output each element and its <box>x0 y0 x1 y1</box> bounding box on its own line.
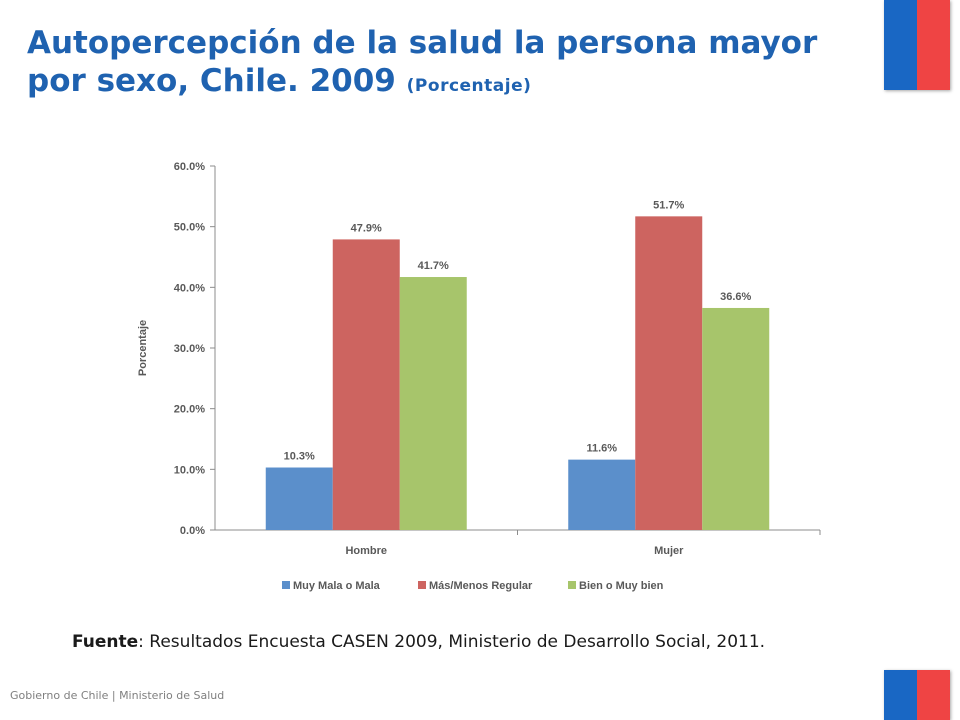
flag-red-stripe <box>917 0 950 90</box>
y-tick-label: 30.0% <box>174 343 205 355</box>
data-label: 36.6% <box>720 291 751 303</box>
bar <box>265 467 333 530</box>
y-tick-label: 60.0% <box>174 161 205 173</box>
bar <box>702 307 770 530</box>
slide-title: Autopercepción de la salud la persona ma… <box>27 24 857 105</box>
y-axis-label: Porcentaje <box>137 320 149 376</box>
y-tick-label: 40.0% <box>174 282 205 294</box>
data-label: 41.7% <box>418 260 449 272</box>
bar <box>399 277 467 530</box>
x-category-label: Mujer <box>654 545 684 557</box>
data-label: 51.7% <box>653 199 684 211</box>
bar <box>568 459 636 530</box>
flag-blue-stripe <box>884 670 917 720</box>
slide-title-sub: (Porcentaje) <box>406 76 532 96</box>
footer-text: Gobierno de Chile | Ministerio de Salud <box>10 689 225 702</box>
flag-blue-stripe <box>884 0 917 90</box>
chile-flag-logo-top <box>884 0 950 90</box>
chile-flag-logo-bottom <box>884 670 950 720</box>
bar <box>332 239 400 530</box>
y-tick-label: 50.0% <box>174 222 205 234</box>
bar-chart: 0.0% 10.0% 20.0% 30.0% 40.0% 50.0% 60.0% Porcen… <box>137 161 821 592</box>
y-tick-label: 10.0% <box>174 464 205 476</box>
bar <box>635 216 703 530</box>
legend-swatch <box>568 581 576 589</box>
slide-title-main: Autopercepción de la salud la persona ma… <box>27 25 818 99</box>
y-tick-label: 20.0% <box>174 404 205 416</box>
source-text: : Resultados Encuesta CASEN 2009, Minist… <box>138 632 766 652</box>
legend-label: Más/Menos Regular <box>429 580 533 592</box>
data-label: 11.6% <box>586 443 617 455</box>
source-note: Fuente: Resultados Encuesta CASEN 2009, … <box>72 628 832 656</box>
data-label: 47.9% <box>351 222 382 234</box>
source-label: Fuente <box>72 632 139 652</box>
legend-label: Muy Mala o Mala <box>293 580 381 592</box>
legend-label: Bien o Muy bien <box>579 580 664 592</box>
y-tick-label: 0.0% <box>180 525 205 537</box>
legend-swatch <box>418 581 426 589</box>
x-category-label: Hombre <box>345 545 387 557</box>
flag-red-stripe <box>917 670 950 720</box>
data-label: 10.3% <box>284 451 315 463</box>
legend-swatch <box>282 581 290 589</box>
